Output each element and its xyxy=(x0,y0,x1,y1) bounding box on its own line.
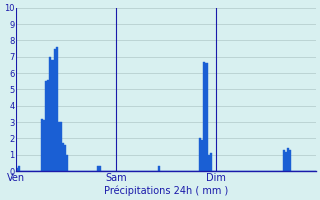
Bar xyxy=(158,166,160,171)
X-axis label: Précipitations 24h ( mm ): Précipitations 24h ( mm ) xyxy=(104,185,228,196)
Bar xyxy=(64,145,66,171)
Bar xyxy=(99,166,101,171)
Bar xyxy=(41,119,43,171)
Bar xyxy=(52,60,53,171)
Bar xyxy=(97,166,99,171)
Bar xyxy=(199,138,201,171)
Bar xyxy=(66,155,68,171)
Bar xyxy=(205,63,208,171)
Bar xyxy=(208,155,210,171)
Bar xyxy=(283,150,284,171)
Bar xyxy=(56,47,58,171)
Bar xyxy=(289,150,291,171)
Bar xyxy=(287,148,289,171)
Bar xyxy=(210,153,212,171)
Bar xyxy=(60,122,62,171)
Bar xyxy=(43,120,45,171)
Bar xyxy=(284,152,287,171)
Bar xyxy=(18,166,20,171)
Bar xyxy=(49,57,52,171)
Bar xyxy=(47,80,49,171)
Bar xyxy=(58,122,60,171)
Bar xyxy=(53,49,56,171)
Bar xyxy=(204,62,205,171)
Bar xyxy=(16,168,18,171)
Bar xyxy=(201,140,204,171)
Bar xyxy=(45,81,47,171)
Bar xyxy=(62,143,64,171)
